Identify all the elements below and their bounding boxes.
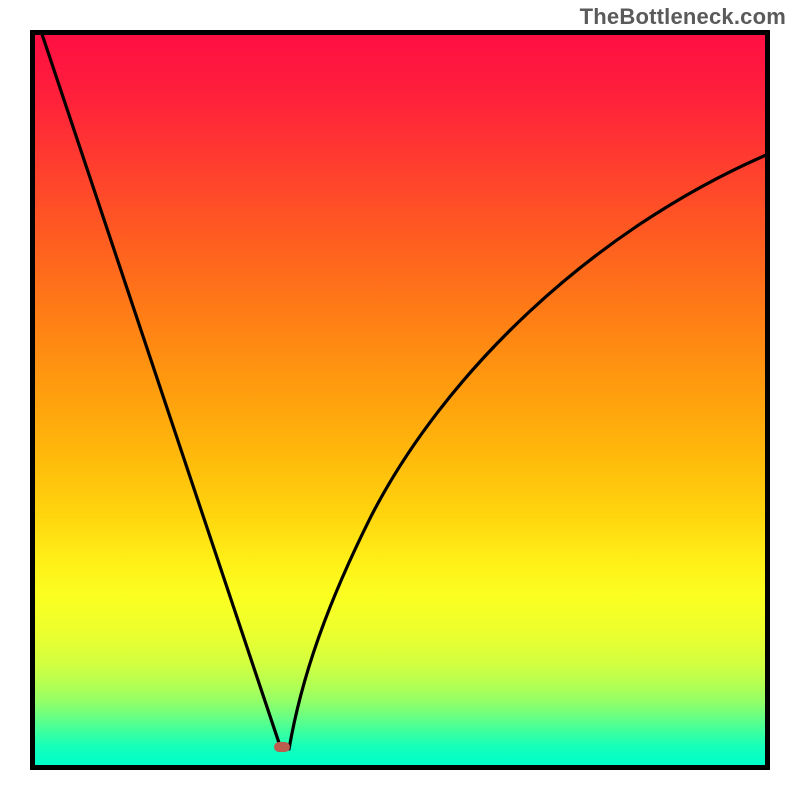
curve-right-branch (289, 155, 765, 748)
plot-area (35, 35, 765, 765)
bottleneck-curve (35, 35, 765, 765)
curve-left-branch (42, 35, 281, 749)
plot-outer-border (30, 30, 770, 770)
watermark-text: TheBottleneck.com (580, 4, 786, 30)
chart-frame: TheBottleneck.com (0, 0, 800, 800)
